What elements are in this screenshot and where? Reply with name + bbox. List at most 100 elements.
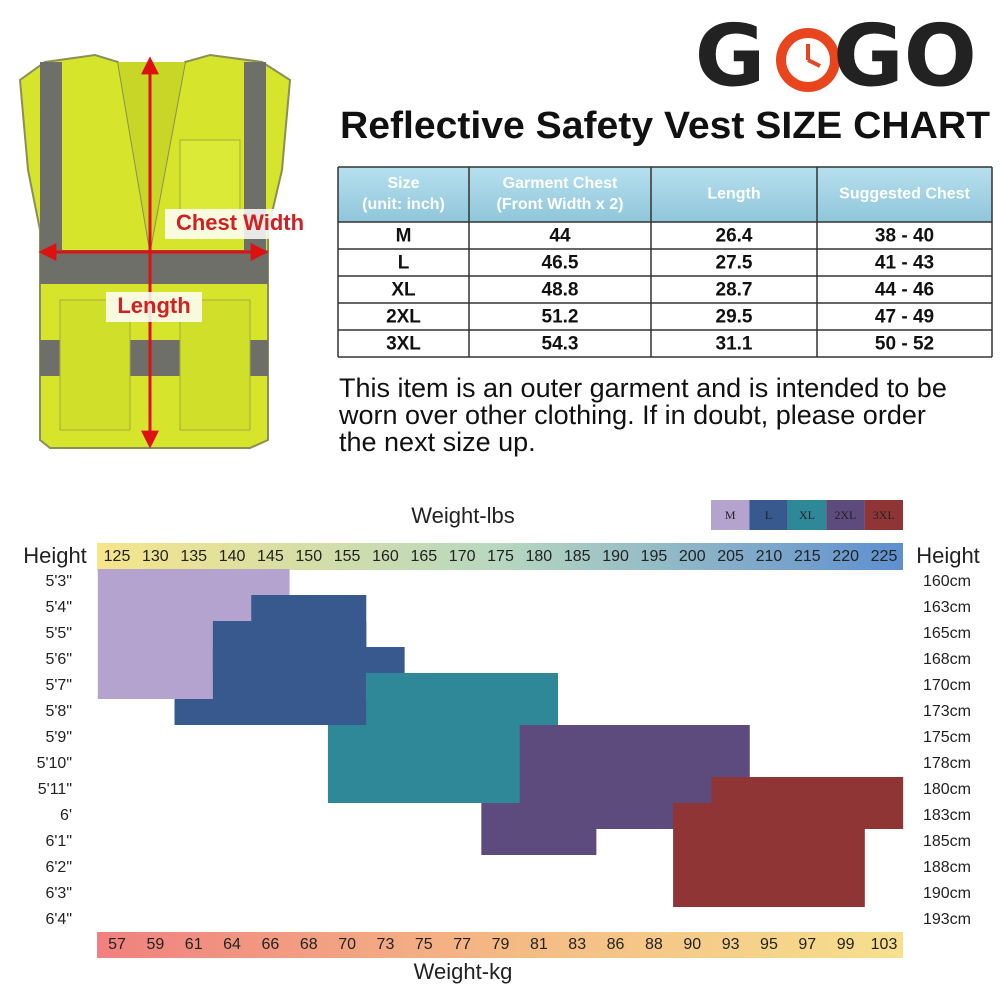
size-region [481, 829, 597, 855]
height-cm-label: 185cm [923, 833, 971, 850]
table-cell: 3XL [386, 334, 421, 355]
lbs-tick-label: 215 [794, 548, 821, 565]
note-line: the next size up. [339, 427, 536, 457]
lbs-tick-label: 125 [104, 548, 131, 565]
height-in-label: 6'2" [45, 859, 72, 876]
lbs-tick-label: 220 [832, 548, 859, 565]
kg-tick-label: 70 [338, 936, 356, 953]
table-cell: 27.5 [716, 253, 753, 274]
kg-tick-label: 103 [871, 936, 898, 953]
lbs-tick-label: 175 [487, 548, 514, 565]
table-cell: 29.5 [716, 307, 753, 328]
kg-tick-label: 64 [223, 936, 241, 953]
size-region [366, 673, 559, 725]
lbs-tick-label: 150 [295, 548, 322, 565]
lbs-tick-label: 185 [564, 548, 591, 565]
kg-tick-label: 77 [453, 936, 471, 953]
table-cell: 26.4 [716, 226, 753, 247]
legend-label: L [765, 508, 772, 522]
size-region [673, 803, 865, 907]
height-in-label: 5'9" [45, 729, 72, 746]
table-header-cell: Garment Chest [503, 175, 618, 192]
kg-tick-label: 90 [683, 936, 701, 953]
table-cell: 28.7 [716, 280, 753, 301]
height-cm-label: 183cm [923, 807, 971, 824]
table-cell: 47 - 49 [875, 307, 934, 328]
lbs-tick-label: 145 [257, 548, 284, 565]
height-title: Height [916, 543, 980, 568]
kg-tick-label: 83 [568, 936, 586, 953]
height-in-label: 5'3" [45, 573, 72, 590]
legend-swatch [787, 500, 827, 530]
table-cell: XL [391, 280, 416, 301]
height-in-label: 6'3" [45, 885, 72, 902]
lbs-tick-label: 155 [334, 548, 361, 565]
lbs-tick-label: 180 [525, 548, 552, 565]
kg-tick-label: 66 [262, 936, 280, 953]
height-cm-label: 175cm [923, 729, 971, 746]
kg-tick-label: 61 [185, 936, 203, 953]
logo-clock-hands [806, 44, 821, 68]
table-header-cell: (Front Width x 2) [497, 196, 624, 213]
height-in-label: 6'1" [45, 833, 72, 850]
height-title: Height [23, 543, 87, 568]
chest-width-label: Chest Width [176, 210, 304, 235]
height-in-label: 5'11" [38, 781, 72, 798]
kg-tick-label: 73 [377, 936, 395, 953]
lbs-axis-title: Weight-lbs [411, 503, 515, 528]
kg-tick-label: 79 [492, 936, 510, 953]
kg-scale-bar [97, 932, 903, 958]
note-line: worn over other clothing. If in doubt, p… [338, 400, 926, 430]
lbs-tick-label: 200 [679, 548, 706, 565]
table-cell: 48.8 [542, 280, 579, 301]
length-label: Length [117, 293, 190, 318]
table-cell: 2XL [386, 307, 421, 328]
logo-text: G [695, 6, 766, 106]
kg-tick-label: 97 [798, 936, 816, 953]
kg-tick-label: 68 [300, 936, 318, 953]
height-cm-label: 193cm [923, 911, 971, 928]
height-in-label: 5'10" [37, 755, 72, 772]
height-cm-label: 160cm [923, 573, 971, 590]
legend-swatch [826, 500, 865, 530]
legend-label: 3XL [873, 508, 895, 522]
legend-swatch [749, 500, 788, 530]
height-cm-label: 173cm [923, 703, 971, 720]
table-cell: 44 - 46 [875, 280, 934, 301]
table-header-bg [338, 167, 992, 222]
logo-text: GO [833, 6, 977, 106]
table-cell: 46.5 [542, 253, 579, 274]
kg-tick-label: 86 [607, 936, 625, 953]
table-header-cell: Suggested Chest [839, 186, 970, 203]
lbs-tick-label: 205 [717, 548, 744, 565]
table-cell: 41 - 43 [875, 253, 934, 274]
lbs-tick-label: 190 [602, 548, 629, 565]
height-cm-label: 190cm [923, 885, 971, 902]
height-cm-label: 163cm [923, 599, 971, 616]
table-header-cell: (unit: inch) [362, 196, 445, 213]
size-region [212, 647, 405, 673]
height-in-label: 5'5" [45, 625, 72, 642]
kg-tick-label: 93 [722, 936, 740, 953]
lbs-tick-label: 195 [641, 548, 668, 565]
table-cell: 44 [549, 226, 571, 247]
lbs-tick-label: 140 [219, 548, 246, 565]
kg-tick-label: 88 [645, 936, 663, 953]
legend-swatch [711, 500, 750, 530]
height-cm-label: 188cm [923, 859, 971, 876]
lbs-tick-label: 170 [449, 548, 476, 565]
kg-tick-label: 81 [530, 936, 548, 953]
table-cell: 38 - 40 [875, 226, 934, 247]
table-cell: 31.1 [716, 334, 753, 355]
legend-swatch [864, 500, 903, 530]
kg-axis-title: Weight-kg [414, 959, 513, 984]
lbs-tick-label: 135 [180, 548, 207, 565]
note-line: This item is an outer garment and is int… [339, 373, 947, 403]
height-in-label: 5'4" [45, 599, 72, 616]
height-in-label: 5'6" [45, 651, 72, 668]
size-region [174, 699, 367, 725]
table-cell: 50 - 52 [875, 334, 934, 355]
title: Reflective Safety Vest SIZE CHART [340, 105, 990, 147]
kg-tick-label: 59 [146, 936, 164, 953]
